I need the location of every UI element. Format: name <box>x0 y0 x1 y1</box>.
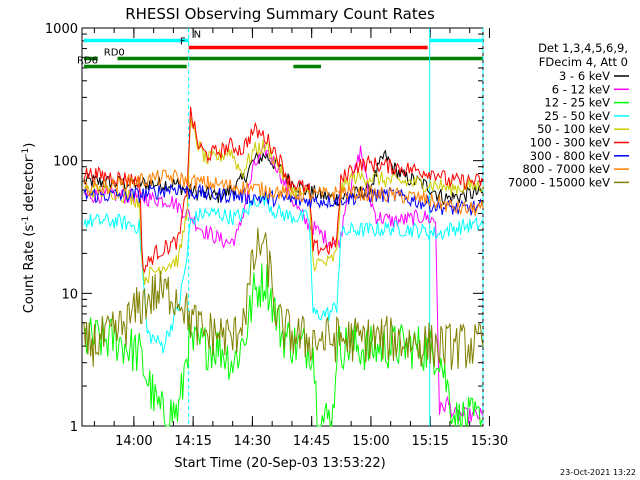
x-axis: 14:00 14:15 14:30 14:45 15:00 15:15 15:30 <box>93 28 508 449</box>
legend-header-line2: FDecim 4, Att 0 <box>539 55 628 69</box>
x-tick-label: 15:30 <box>471 434 508 449</box>
x-tick-label: 15:00 <box>352 434 389 449</box>
y-axis-label: Count Rate (s-1 detector-1) <box>21 143 37 314</box>
series-line <box>83 143 484 424</box>
chart-title: RHESSI Observing Summary Count Rates <box>125 5 435 23</box>
x-tick-label: 15:15 <box>411 434 448 449</box>
y-tick-label: 100 <box>53 155 78 170</box>
x-axis-label: Start Time (20-Sep-03 13:53:22) <box>174 456 385 471</box>
flag-bar-label: N <box>194 30 201 41</box>
y-axis-label-sup2: -1 <box>21 148 31 157</box>
series-line <box>83 168 484 216</box>
series-line <box>83 183 484 216</box>
x-tick-label: 14:30 <box>234 434 271 449</box>
y-tick-label: 1 <box>70 420 78 435</box>
series-line <box>83 227 484 370</box>
series-line <box>83 191 484 354</box>
legend-header-line1: Det 1,3,4,5,6,9, <box>538 41 628 55</box>
legend-entry-label: 25 - 50 keV <box>544 109 610 123</box>
legend-entry-label: 3 - 6 keV <box>559 69 610 83</box>
x-tick-label: 14:00 <box>115 434 152 449</box>
x-tick-label: 14:45 <box>293 434 330 449</box>
y-axis-label-part2: detector <box>22 156 37 216</box>
y-axis-label-part1: Count Rate (s <box>22 225 37 314</box>
x-tick-label: 14:15 <box>174 434 211 449</box>
y-tick-label: 1000 <box>45 22 78 37</box>
legend-entry-label: 12 - 25 keV <box>544 96 610 110</box>
flag-bar-label: F <box>180 37 186 48</box>
legend-entry-label: 300 - 800 keV <box>530 149 610 163</box>
flag-bar-label: RD6 <box>77 56 98 67</box>
flag-bars: NF RD0 RD6 <box>77 30 483 69</box>
y-axis-label-sup1: -1 <box>21 216 31 225</box>
y-axis: 1 10 100 1000 <box>45 22 483 435</box>
legend-entry-label: 6 - 12 keV <box>552 82 610 96</box>
series-lines <box>83 106 484 428</box>
y-axis-label-part3: ) <box>22 143 37 148</box>
series-line <box>83 116 484 285</box>
footer-timestamp: 23-Oct-2021 13:22 <box>560 468 636 477</box>
legend-entry-label: 50 - 100 keV <box>537 122 610 136</box>
y-tick-label: 10 <box>61 287 78 302</box>
legend-entry-label: 7000 - 15000 keV <box>508 175 610 189</box>
flag-bar-label: RD0 <box>104 48 125 59</box>
legend-entry-label: 100 - 300 keV <box>530 136 610 150</box>
series-line <box>83 106 484 274</box>
legend: Det 1,3,4,5,6,9, FDecim 4, Att 0 3 - 6 k… <box>508 41 629 189</box>
legend-entry-label: 800 - 7000 keV <box>522 162 610 176</box>
